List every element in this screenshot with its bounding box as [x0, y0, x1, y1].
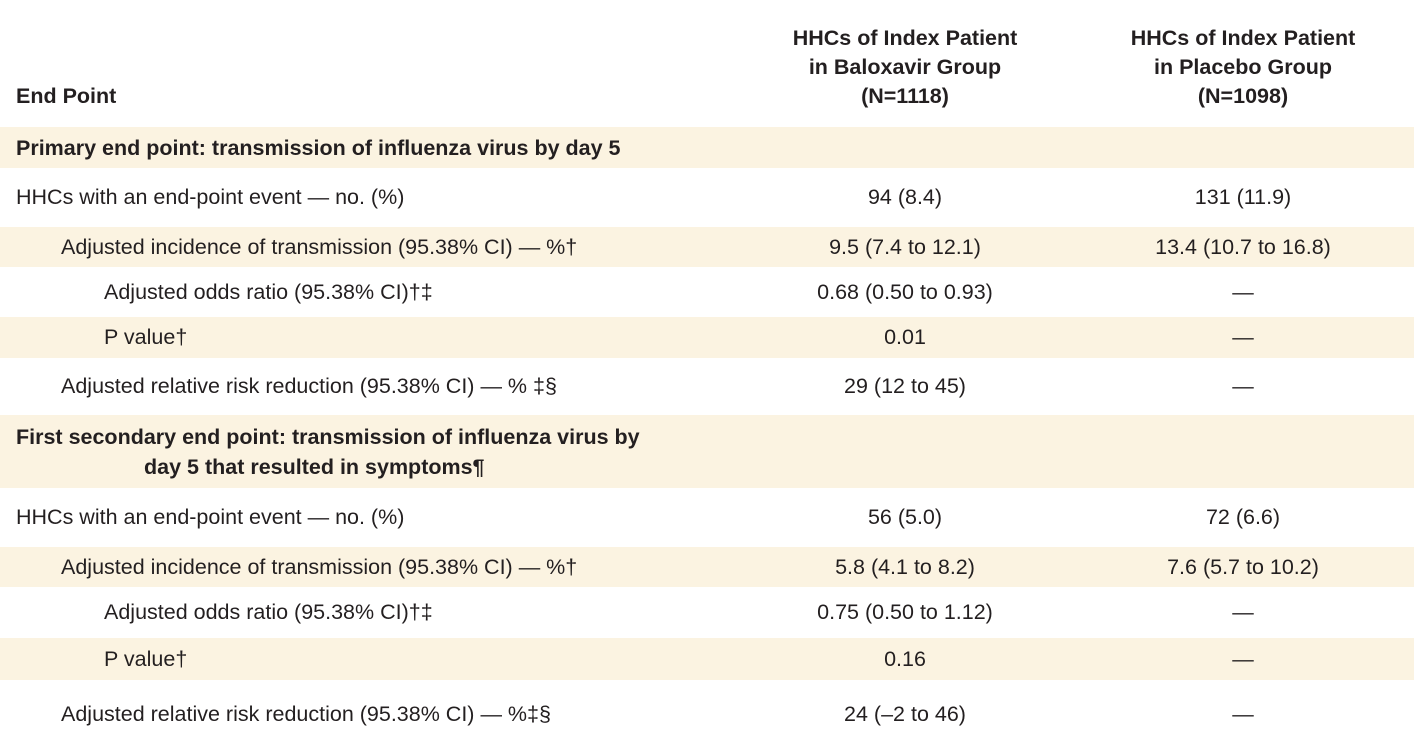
placebo-value: 13.4 (10.7 to 16.8): [1155, 234, 1331, 259]
placebo-value: —: [1232, 279, 1254, 304]
table-row: Adjusted relative risk reduction (95.38%…: [0, 358, 1414, 415]
placebo-value: —: [1232, 374, 1254, 398]
baloxavir-value: 56 (5.0): [867, 505, 943, 529]
baloxavir-value: 29 (12 to 45): [844, 374, 966, 398]
table-row: HHCs with an end-point event — no. (%) 5…: [0, 488, 1414, 547]
row-label: Adjusted odds ratio (95.38% CI)†‡: [104, 279, 433, 304]
table-row: HHCs with an end-point event — no. (%) 9…: [0, 168, 1414, 227]
placebo-value: 131 (11.9): [1194, 185, 1292, 209]
row-label: HHCs with an end-point event — no. (%): [16, 505, 405, 529]
row-label: HHCs with an end-point event — no. (%): [16, 185, 405, 209]
placebo-value: —: [1232, 600, 1254, 624]
row-label: Adjusted relative risk reduction (95.38%…: [61, 374, 557, 398]
baloxavir-value: 0.75 (0.50 to 1.12): [817, 600, 993, 624]
section-header-row-first-secondary: First secondary end point: transmission …: [0, 415, 1414, 488]
placebo-value: 7.6 (5.7 to 10.2): [1167, 554, 1319, 579]
table-row: Adjusted incidence of transmission (95.3…: [0, 547, 1414, 587]
baloxavir-value: 24 (–2 to 46): [844, 701, 966, 726]
table-row: Adjusted relative risk reduction (95.38%…: [0, 680, 1414, 748]
placebo-value: —: [1232, 325, 1254, 349]
table-row: P value† 0.16 —: [0, 638, 1414, 680]
placebo-value: —: [1232, 701, 1254, 726]
table-row: Adjusted odds ratio (95.38% CI)†‡ 0.75 (…: [0, 587, 1414, 638]
row-label: Adjusted odds ratio (95.38% CI)†‡: [104, 600, 433, 624]
baloxavir-value: 5.8 (4.1 to 8.2): [835, 554, 975, 579]
table-row: Adjusted incidence of transmission (95.3…: [0, 227, 1414, 267]
baloxavir-value: 0.16: [884, 646, 926, 671]
section-header-primary-end-point: Primary end point: transmission of influ…: [16, 135, 621, 160]
section-title-line-1: First secondary end point: transmission …: [16, 424, 640, 449]
placebo-value: 72 (6.6): [1205, 505, 1281, 529]
column-header-baloxavir-group: HHCs of Index Patient in Baloxavir Group…: [792, 26, 1018, 108]
row-label: P value†: [104, 646, 188, 671]
column-header-placebo-group: HHCs of Index Patient in Placebo Group (…: [1130, 26, 1356, 108]
section-header-first-secondary-end-point: First secondary end point: transmission …: [0, 415, 1414, 488]
baloxavir-value: 94 (8.4): [867, 185, 943, 209]
row-label: Adjusted incidence of transmission (95.3…: [61, 554, 578, 579]
row-label: Adjusted incidence of transmission (95.3…: [61, 234, 578, 259]
baloxavir-value: 9.5 (7.4 to 12.1): [829, 234, 981, 259]
row-label: Adjusted relative risk reduction (95.38%…: [61, 701, 551, 726]
baloxavir-value: 0.01: [884, 325, 926, 349]
column-header-end-point: End Point: [16, 84, 117, 108]
table-row: Adjusted odds ratio (95.38% CI)†‡ 0.68 (…: [0, 267, 1414, 317]
table-header-row: End Point HHCs of Index Patient in Balox…: [0, 0, 1414, 127]
section-header-row-primary: Primary end point: transmission of influ…: [0, 127, 1414, 168]
table-row: P value† 0.01 —: [0, 317, 1414, 358]
baloxavir-value: 0.68 (0.50 to 0.93): [817, 279, 993, 304]
row-label: P value†: [104, 325, 188, 349]
placebo-value: —: [1232, 646, 1254, 671]
section-title-line-2: day 5 that resulted in symptoms¶: [144, 454, 485, 479]
